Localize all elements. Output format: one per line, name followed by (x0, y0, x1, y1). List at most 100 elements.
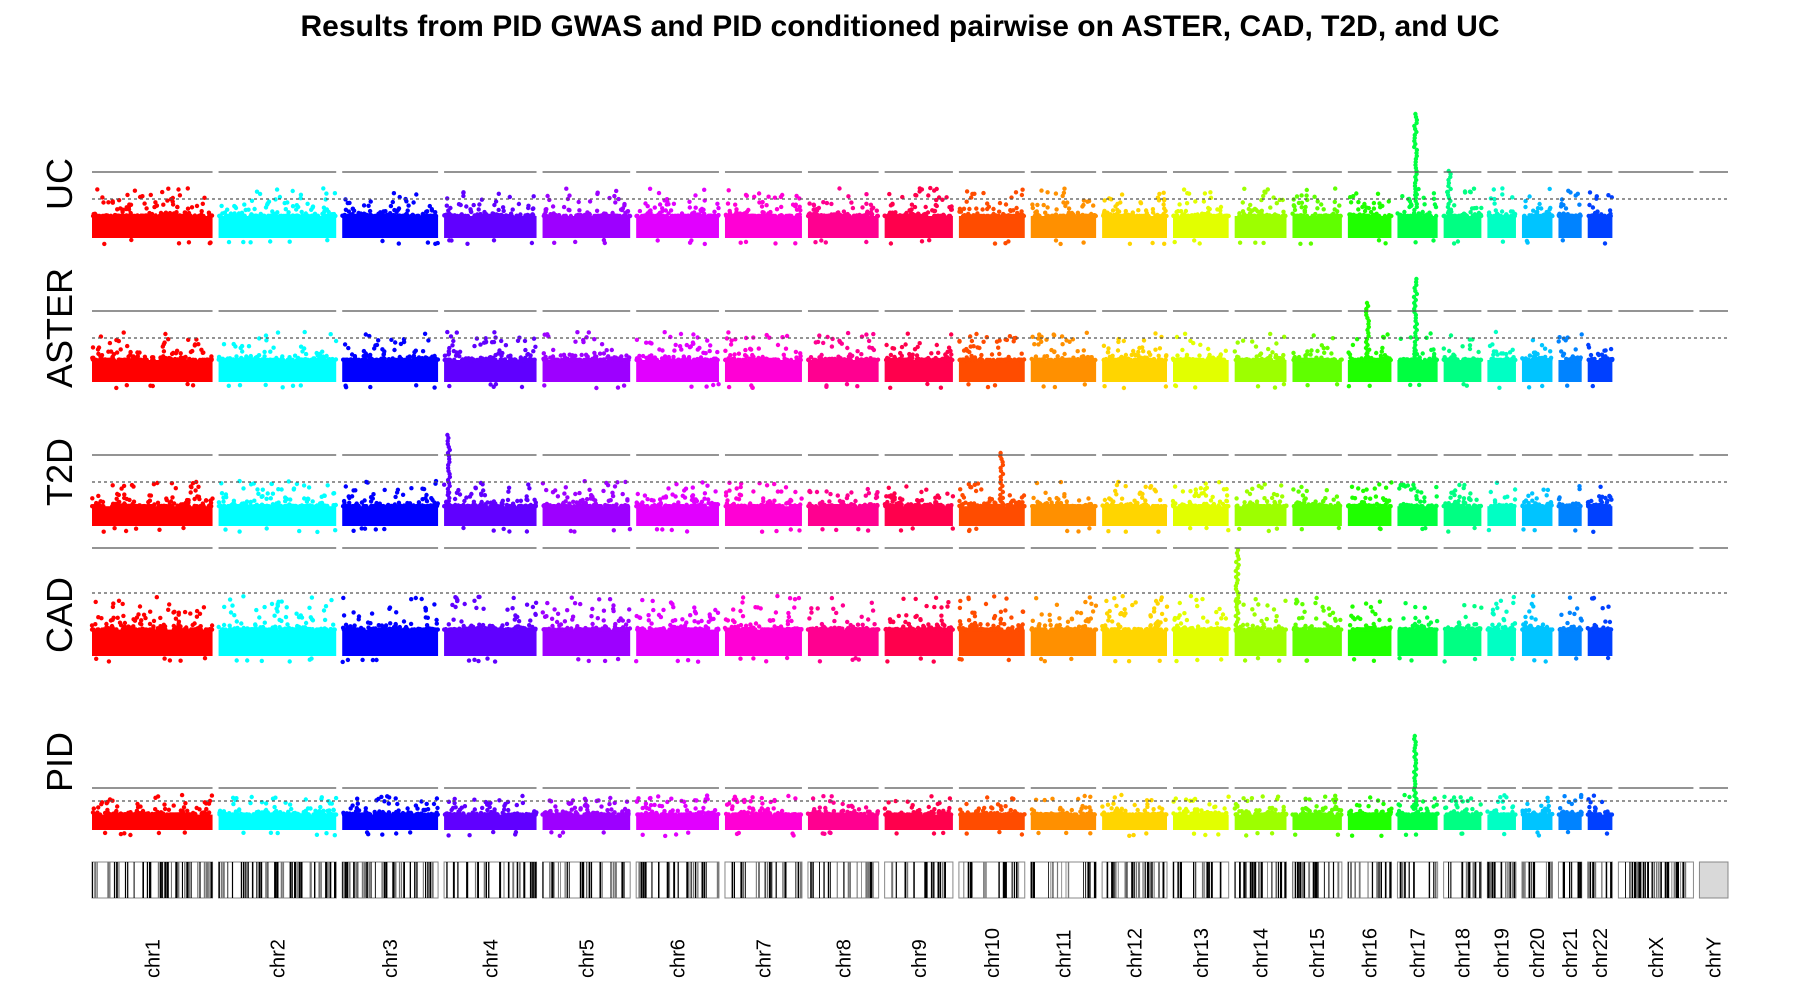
point (254, 189, 260, 194)
point-band (1292, 360, 1342, 382)
point (645, 497, 650, 502)
point (614, 188, 619, 194)
point (899, 357, 904, 363)
point (1497, 385, 1502, 390)
point (665, 504, 670, 509)
point (1240, 209, 1246, 214)
point (1543, 357, 1548, 363)
point (1270, 350, 1275, 355)
point (246, 344, 252, 349)
point (1019, 351, 1024, 356)
point (452, 503, 457, 509)
point (1011, 208, 1016, 213)
point (690, 485, 695, 490)
point (1162, 206, 1167, 211)
series-aster-chr7 (723, 330, 803, 390)
point (957, 357, 963, 363)
point (610, 490, 615, 495)
point (1442, 213, 1447, 219)
point (187, 213, 192, 218)
point (162, 340, 167, 345)
point (547, 197, 552, 203)
point (634, 213, 639, 219)
point (1222, 213, 1227, 219)
point (579, 352, 584, 358)
point (612, 193, 617, 199)
point (124, 383, 129, 388)
point (829, 201, 834, 207)
point (1304, 187, 1310, 193)
point (938, 503, 943, 509)
point (864, 201, 869, 206)
point (726, 188, 731, 193)
point (1091, 203, 1096, 208)
point (120, 207, 125, 212)
point (657, 202, 663, 207)
point (1472, 212, 1478, 217)
point (500, 498, 505, 503)
point (968, 344, 973, 349)
point (451, 348, 456, 354)
point (1032, 342, 1037, 347)
point (666, 486, 671, 491)
point (597, 351, 603, 356)
point (940, 356, 945, 361)
point (168, 499, 174, 504)
point (147, 493, 152, 498)
point (655, 238, 660, 243)
point (859, 352, 864, 357)
point (882, 502, 888, 507)
point (1477, 213, 1483, 218)
point (702, 241, 707, 247)
point (102, 241, 107, 247)
point (1334, 382, 1340, 387)
point (663, 495, 669, 500)
point (304, 213, 309, 219)
point (680, 493, 685, 498)
point (243, 501, 249, 506)
point (1162, 241, 1167, 246)
point (728, 213, 733, 218)
point (457, 354, 462, 359)
point (1237, 240, 1243, 245)
point (868, 357, 874, 362)
point (1274, 341, 1279, 346)
point (131, 484, 136, 489)
point (756, 346, 761, 351)
point (1441, 346, 1447, 351)
point (890, 346, 895, 351)
point (772, 498, 777, 503)
point (864, 192, 869, 197)
point (1455, 239, 1461, 244)
point (368, 199, 373, 204)
point (226, 239, 232, 245)
point (100, 195, 105, 200)
point (934, 197, 939, 203)
series-t2d-chr2 (216, 478, 338, 535)
point (270, 491, 276, 496)
point (225, 356, 230, 361)
point (398, 213, 404, 219)
point (1308, 352, 1313, 357)
point (486, 213, 491, 219)
point (992, 383, 998, 388)
series-uc-chr16 (1347, 191, 1394, 246)
point (1418, 213, 1423, 219)
point (601, 211, 607, 216)
point (625, 504, 630, 509)
point (734, 213, 740, 219)
point (553, 488, 558, 493)
point (501, 208, 506, 214)
track-aster (90, 329, 1615, 391)
point-band (884, 506, 953, 526)
point-band (1521, 360, 1553, 382)
point (216, 357, 221, 362)
point (1268, 353, 1273, 359)
point (1335, 209, 1340, 214)
point (1460, 344, 1465, 349)
point (248, 503, 253, 508)
point (964, 189, 970, 194)
point (196, 484, 201, 489)
point (1259, 208, 1265, 213)
point (1248, 202, 1253, 208)
